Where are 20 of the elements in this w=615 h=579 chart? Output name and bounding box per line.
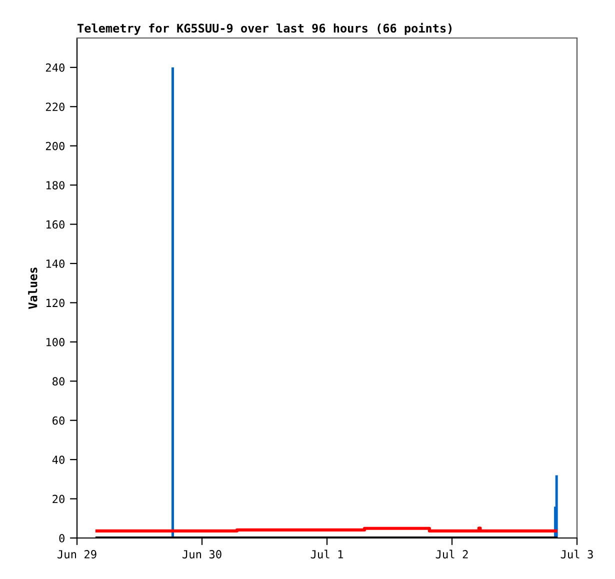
y-axis-title: Values	[28, 268, 38, 309]
y-tick-label: 60	[52, 416, 64, 425]
y-tick-label: 180	[46, 181, 64, 190]
y-tick-label: 0	[59, 534, 64, 542]
y-tick-label: 20	[52, 494, 64, 504]
y-tick-label: 220	[46, 102, 64, 112]
y-tick-label: 80	[52, 377, 64, 386]
y-tick-label: 240	[46, 63, 64, 72]
x-tick-label: Jul 1	[310, 550, 343, 558]
x-tick-label: Jul 3	[560, 550, 593, 558]
x-tick-label: Jul 2	[436, 550, 468, 558]
y-tick-label: 140	[46, 259, 64, 268]
x-tick-label: Jun 30	[182, 550, 222, 558]
y-tick-label: 160	[46, 220, 64, 229]
y-tick-label: 100	[46, 338, 64, 346]
y-tick-label: 120	[46, 298, 64, 308]
y-tick-label: 200	[46, 142, 64, 150]
chart-title: Telemetry for KG5SUU-9 over last 96 hours (66 points)	[78, 22, 452, 35]
y-tick-label: 40	[52, 456, 64, 464]
x-tick-label: Jun 29	[58, 550, 96, 558]
